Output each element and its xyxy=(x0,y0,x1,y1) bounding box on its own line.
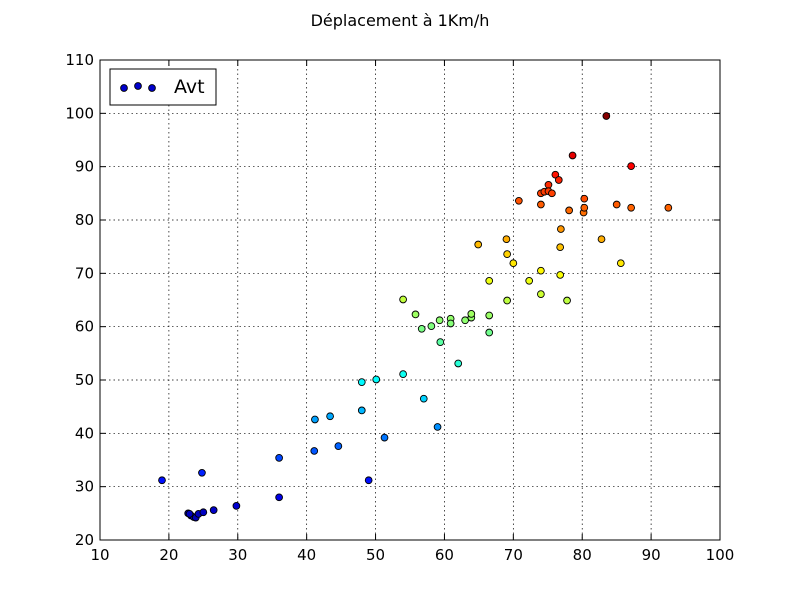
legend-label-avt: Avt xyxy=(174,76,205,98)
scatter-point xyxy=(446,319,455,328)
y-tick-label: 60 xyxy=(75,318,94,336)
scatter-point xyxy=(627,203,635,212)
scatter-point xyxy=(556,271,565,279)
scatter-point xyxy=(310,447,319,455)
scatter-point xyxy=(537,200,545,209)
legend: Avt xyxy=(109,68,217,106)
scatter-point xyxy=(509,259,518,268)
scatter-point xyxy=(612,200,621,209)
data-points xyxy=(158,112,673,522)
y-tick-label: 100 xyxy=(65,104,94,122)
scatter-point xyxy=(502,235,511,244)
legend-marker xyxy=(148,84,156,92)
scatter-point xyxy=(419,394,428,403)
scatter-point xyxy=(209,506,218,514)
scatter-point xyxy=(411,310,420,319)
scatter-point xyxy=(357,406,366,415)
y-tick-label: 90 xyxy=(75,158,94,176)
x-tick-label: 10 xyxy=(90,546,109,564)
scatter-point xyxy=(568,151,577,160)
scatter-point xyxy=(311,415,319,424)
scatter-point xyxy=(232,502,241,510)
plot-area-frame xyxy=(99,59,721,541)
scatter-point xyxy=(514,196,523,205)
scatter-point xyxy=(503,296,511,305)
scatter-point xyxy=(158,476,166,485)
y-tick-label: 40 xyxy=(75,424,94,442)
scatter-point xyxy=(537,290,545,298)
scatter-point xyxy=(399,370,407,378)
y-tick-label: 30 xyxy=(75,478,94,496)
scatter-point xyxy=(435,316,444,325)
scatter-point xyxy=(185,510,194,518)
scatter-point xyxy=(544,180,553,189)
scatter-point xyxy=(372,375,381,384)
scatter-point xyxy=(427,322,436,330)
scatter-point xyxy=(454,359,463,368)
scatter-point xyxy=(433,423,442,431)
x-tick-label: 100 xyxy=(706,546,735,564)
scatter-point xyxy=(275,493,283,502)
y-tick-labels: 20 30 40 50 60 70 80 90 100 110 xyxy=(65,51,94,549)
scatter-point xyxy=(485,328,494,337)
chart-title: Déplacement à 1Km/h xyxy=(311,11,490,30)
scatter-point xyxy=(616,259,625,268)
scatter-point xyxy=(664,203,673,212)
scatter-point xyxy=(357,378,366,386)
scatter-point xyxy=(525,276,534,285)
scatter-point xyxy=(461,316,469,325)
y-tick-label: 70 xyxy=(75,264,94,282)
scatter-point xyxy=(474,240,483,249)
x-tick-label: 70 xyxy=(504,546,523,564)
x-tick-label: 50 xyxy=(366,546,385,564)
x-tick-label: 90 xyxy=(642,546,661,564)
scatter-point xyxy=(380,433,389,442)
x-tick-label: 40 xyxy=(297,546,316,564)
scatter-point xyxy=(557,225,565,233)
scatter-point xyxy=(551,170,560,179)
scatter-point xyxy=(326,412,334,421)
x-tick-label: 30 xyxy=(228,546,247,564)
scatter-point xyxy=(485,311,494,320)
scatter-point xyxy=(548,189,556,198)
y-tick-label: 80 xyxy=(75,211,94,229)
grid-lines xyxy=(100,60,720,540)
scatter-point xyxy=(275,454,283,462)
scatter-point xyxy=(556,243,565,252)
scatter-point xyxy=(537,266,545,275)
y-tick-label: 50 xyxy=(75,371,94,389)
legend-marker xyxy=(120,84,128,92)
scatter-point xyxy=(580,194,589,203)
scatter-point xyxy=(485,276,494,285)
scatter-point xyxy=(503,250,511,258)
y-tick-label: 110 xyxy=(65,51,94,69)
scatter-point xyxy=(199,508,208,517)
scatter-point xyxy=(467,310,476,318)
y-tick-label: 20 xyxy=(75,531,94,549)
scatter-point xyxy=(417,324,426,333)
scatter-point xyxy=(627,162,635,170)
scatter-point xyxy=(334,442,343,450)
scatter-point xyxy=(436,338,445,346)
x-tick-label: 80 xyxy=(573,546,592,564)
scatter-point xyxy=(563,296,571,305)
scatter-point xyxy=(399,295,407,304)
x-tick-label: 60 xyxy=(435,546,454,564)
legend-marker xyxy=(134,82,142,90)
scatter-point xyxy=(580,203,589,212)
scatter-point xyxy=(597,235,606,244)
scatter-point xyxy=(554,176,563,184)
x-tick-label: 20 xyxy=(159,546,178,564)
axis-ticks xyxy=(99,59,721,541)
scatter-point xyxy=(565,206,573,215)
scatter-point xyxy=(364,476,373,485)
x-tick-labels: 10 20 30 40 50 60 70 80 90 100 xyxy=(90,546,734,564)
scatter-point xyxy=(602,112,611,120)
legend-markers xyxy=(120,82,156,92)
scatter-point xyxy=(198,468,206,477)
